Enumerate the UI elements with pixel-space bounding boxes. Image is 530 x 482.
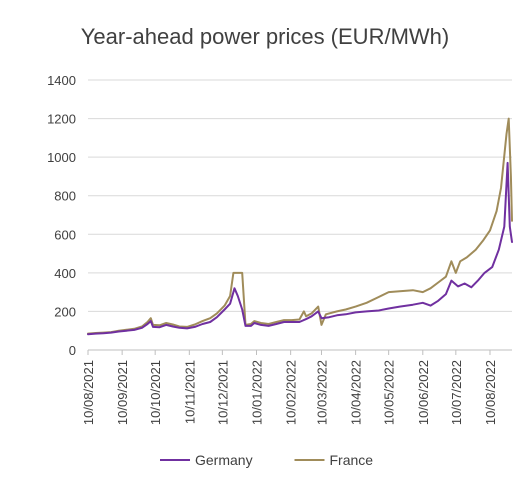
y-tick-label: 1000 <box>47 150 76 165</box>
x-tick-label: 10/08/2021 <box>81 360 96 425</box>
x-tick-label: 10/09/2021 <box>115 360 130 425</box>
x-tick-label: 10/01/2022 <box>249 360 264 425</box>
x-tick-label: 10/04/2022 <box>349 360 364 425</box>
x-tick-label: 10/06/2022 <box>416 360 431 425</box>
y-tick-label: 800 <box>54 189 76 204</box>
y-tick-label: 400 <box>54 266 76 281</box>
y-tick-label: 600 <box>54 227 76 242</box>
series-line-germany <box>87 161 513 336</box>
x-tick-label: 10/05/2022 <box>382 360 397 425</box>
series-line-france <box>87 117 513 335</box>
x-tick-label: 10/03/2022 <box>314 360 329 425</box>
y-tick-label: 1400 <box>47 73 76 88</box>
x-tick-label: 10/12/2021 <box>215 360 230 425</box>
x-tick-label: 10/02/2022 <box>284 360 299 425</box>
x-axis-ticks: 10/08/2021 10/09/2021 10/10/2021 10/11/2021… <box>81 350 498 425</box>
y-tick-label: 200 <box>54 304 76 319</box>
legend-label-germany: Germany <box>195 452 253 468</box>
x-tick-label: 10/08/2022 <box>483 360 498 425</box>
chart-title: Year-ahead power prices (EUR/MWh) <box>80 24 450 49</box>
y-tick-label: 0 <box>69 343 76 358</box>
legend-label-france: France <box>330 452 374 468</box>
x-tick-label: 10/11/2021 <box>182 360 197 424</box>
grid-layer <box>88 79 512 351</box>
x-tick-label: 10/10/2021 <box>148 360 163 425</box>
y-axis-ticks: 0 200 400 600 800 1000 1200 1400 <box>47 73 76 358</box>
y-tick-label: 1200 <box>47 112 76 127</box>
series-layer <box>87 117 513 336</box>
x-tick-label: 10/07/2022 <box>449 360 464 425</box>
legend: Germany France <box>160 452 373 468</box>
